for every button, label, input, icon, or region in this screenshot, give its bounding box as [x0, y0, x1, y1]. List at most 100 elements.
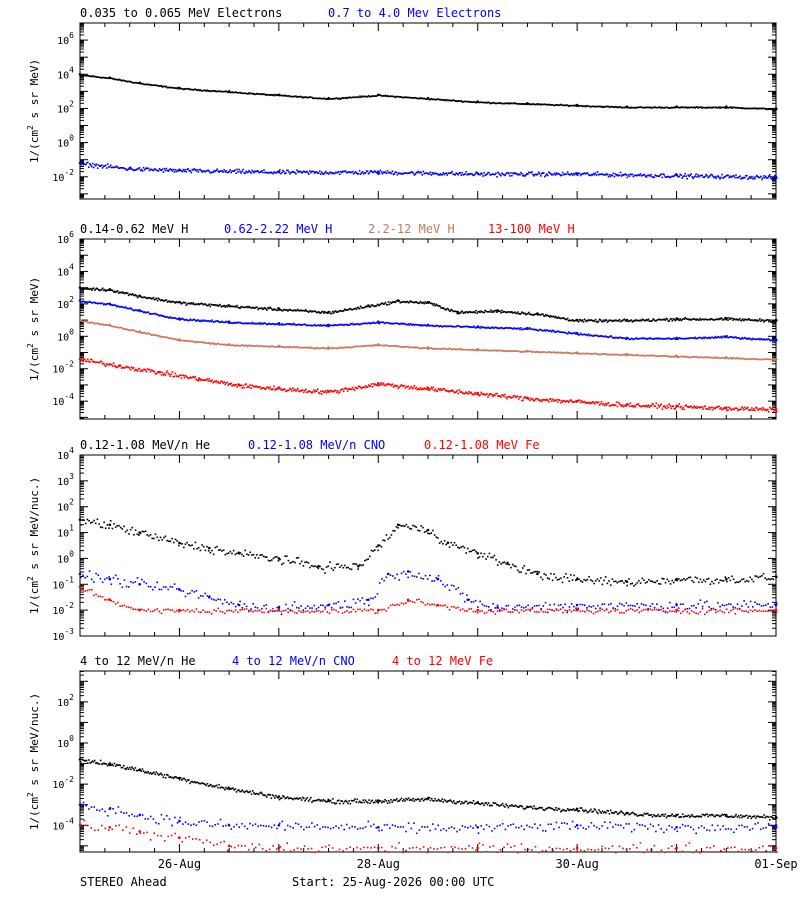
- data-point: [98, 302, 101, 305]
- data-point: [503, 173, 505, 176]
- data-point: [586, 402, 589, 404]
- data-point: [612, 404, 615, 406]
- data-point: [352, 324, 355, 326]
- data-point: [400, 172, 403, 175]
- data-point: [745, 318, 747, 321]
- data-point: [547, 351, 549, 353]
- data-point: [235, 384, 237, 386]
- data-point: [702, 106, 704, 109]
- data-point: [384, 171, 387, 173]
- data-point: [351, 386, 354, 389]
- data-point: [141, 310, 144, 313]
- data-point: [439, 348, 442, 350]
- data-point: [446, 307, 448, 310]
- data-point: [611, 337, 614, 339]
- data-point: [709, 106, 711, 109]
- data-point: [531, 351, 533, 353]
- data-point: [150, 298, 153, 300]
- data-point: [293, 346, 295, 348]
- data-point: [734, 106, 736, 109]
- data-point: [209, 172, 211, 174]
- data-point: [108, 363, 111, 365]
- data-point: [423, 97, 426, 100]
- data-point: [592, 401, 595, 404]
- data-point: [268, 307, 270, 310]
- data-point: [641, 354, 644, 356]
- data-point: [220, 170, 222, 172]
- data-point: [466, 392, 468, 394]
- data-point: [428, 389, 431, 391]
- data-point: [302, 389, 304, 391]
- data-point: [270, 345, 272, 347]
- data-point: [638, 106, 641, 109]
- data-point: [625, 405, 628, 407]
- data-point: [582, 321, 585, 323]
- data-point: [479, 311, 481, 314]
- data-point: [515, 396, 517, 399]
- data-point: [648, 354, 651, 357]
- data-point: [751, 338, 753, 341]
- data-point: [183, 88, 186, 90]
- data-point: [596, 321, 599, 324]
- data-point: [740, 408, 742, 411]
- data-point: [572, 320, 575, 322]
- data-point: [151, 313, 154, 315]
- data-point: [696, 407, 698, 409]
- data-point: [210, 342, 212, 344]
- data-point: [637, 174, 640, 176]
- data-point: [282, 94, 284, 97]
- data-point: [610, 335, 613, 338]
- data-point: [717, 336, 719, 338]
- data-point: [439, 173, 442, 175]
- data-point: [434, 348, 437, 350]
- data-point: [616, 337, 619, 339]
- data-point: [640, 354, 643, 357]
- data-point: [324, 325, 327, 327]
- data-point: [363, 345, 366, 347]
- data-point: [178, 374, 181, 377]
- data-point: [446, 325, 448, 327]
- data-point: [326, 98, 329, 100]
- data-point: [498, 172, 500, 175]
- data-point: [511, 174, 513, 177]
- data-point: [737, 337, 739, 339]
- data-point: [448, 347, 450, 350]
- data-point: [96, 361, 99, 363]
- data-point: [623, 318, 626, 321]
- data-point: [736, 176, 738, 179]
- data-point: [714, 335, 716, 338]
- data-point: [566, 104, 569, 107]
- data-point: [770, 321, 772, 323]
- data-point: [444, 98, 446, 101]
- data-point: [141, 170, 144, 172]
- data-point: [319, 325, 321, 327]
- data-point: [142, 368, 145, 371]
- data-point: [751, 319, 753, 321]
- data-point: [241, 170, 243, 173]
- data-point: [518, 327, 520, 329]
- data-point: [106, 77, 109, 79]
- data-point: [91, 321, 94, 324]
- data-point: [683, 175, 685, 177]
- data-point: [625, 174, 628, 176]
- data-point: [430, 302, 433, 305]
- data-point: [501, 326, 503, 329]
- data-point: [397, 95, 400, 98]
- data-point: [369, 305, 372, 308]
- data-point: [317, 388, 319, 390]
- data-point: [261, 93, 263, 96]
- data-point: [732, 357, 734, 359]
- data-point: [244, 92, 246, 95]
- data-point: [183, 170, 186, 173]
- data-point: [704, 107, 706, 109]
- data-point: [599, 353, 602, 356]
- data-point: [523, 351, 525, 353]
- y-tick-label: 10-3: [52, 627, 74, 643]
- data-point: [413, 301, 416, 304]
- data-point: [323, 391, 325, 393]
- data-point: [502, 102, 504, 105]
- data-point: [733, 337, 735, 339]
- data-point: [271, 94, 273, 97]
- data-point: [629, 338, 632, 341]
- data-point: [623, 353, 626, 356]
